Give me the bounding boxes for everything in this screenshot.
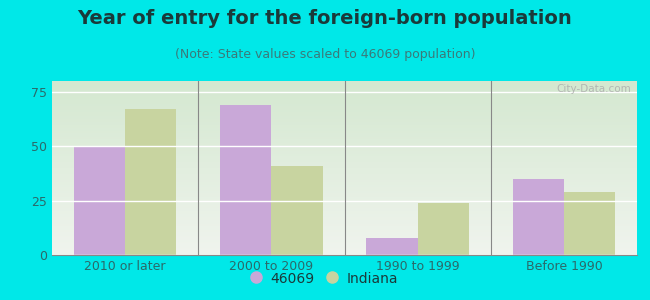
- Legend: 46069, Indiana: 46069, Indiana: [248, 268, 402, 290]
- Bar: [564, 192, 615, 255]
- Text: City-Data.com: City-Data.com: [556, 85, 631, 94]
- Bar: [272, 166, 322, 255]
- Bar: [417, 203, 469, 255]
- Bar: [125, 109, 176, 255]
- Text: (Note: State values scaled to 46069 population): (Note: State values scaled to 46069 popu…: [175, 48, 475, 61]
- Bar: [513, 179, 564, 255]
- Bar: [367, 238, 417, 255]
- Bar: [220, 105, 272, 255]
- Bar: [74, 146, 125, 255]
- Text: Year of entry for the foreign-born population: Year of entry for the foreign-born popul…: [77, 9, 573, 28]
